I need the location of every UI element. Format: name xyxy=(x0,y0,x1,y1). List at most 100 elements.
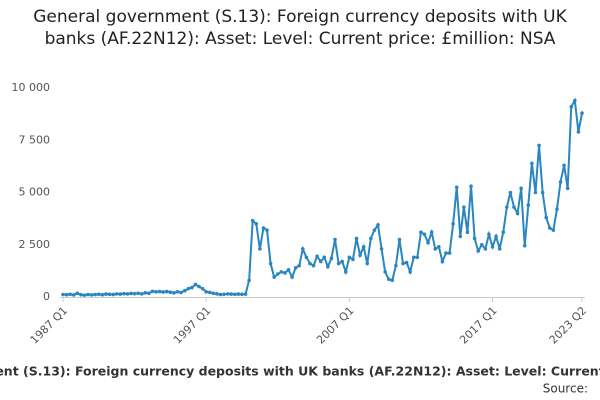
point xyxy=(472,236,477,241)
point xyxy=(308,261,312,266)
point xyxy=(547,226,552,230)
point xyxy=(157,289,162,294)
point xyxy=(465,230,470,235)
point xyxy=(551,228,556,232)
point xyxy=(225,292,230,296)
point xyxy=(397,237,402,242)
point xyxy=(376,223,380,227)
point xyxy=(190,285,194,290)
point xyxy=(118,292,123,296)
y-tick-label: 5 000 xyxy=(19,186,51,199)
y-tick-label: 0 xyxy=(43,290,50,303)
point xyxy=(433,247,438,251)
point xyxy=(165,289,169,294)
point xyxy=(293,265,298,270)
point xyxy=(580,111,584,115)
point xyxy=(240,292,244,297)
point xyxy=(68,292,72,297)
point xyxy=(222,292,226,297)
point xyxy=(522,243,527,248)
point xyxy=(279,270,284,274)
point xyxy=(96,292,101,297)
point xyxy=(193,282,198,287)
point xyxy=(394,263,398,268)
point xyxy=(79,292,83,297)
x-tick-label: 1987 Q1 xyxy=(28,304,71,347)
point xyxy=(569,105,574,109)
point xyxy=(233,292,237,297)
point xyxy=(272,275,276,279)
point xyxy=(100,292,105,297)
point xyxy=(179,290,183,295)
point xyxy=(215,292,219,296)
point xyxy=(426,240,430,245)
point xyxy=(197,284,201,289)
point xyxy=(422,232,427,237)
point xyxy=(562,163,566,168)
point xyxy=(411,255,416,260)
point xyxy=(494,234,498,239)
point xyxy=(512,205,516,209)
point xyxy=(297,263,302,268)
point xyxy=(243,292,248,296)
point xyxy=(82,293,87,297)
point xyxy=(537,143,541,148)
point xyxy=(462,205,466,209)
point xyxy=(454,185,459,190)
point xyxy=(86,292,90,297)
point xyxy=(565,186,570,191)
point xyxy=(379,247,384,251)
point xyxy=(161,290,166,294)
point xyxy=(404,260,409,265)
x-tick-label: 2007 Q1 xyxy=(314,304,357,347)
point xyxy=(143,291,148,295)
point xyxy=(218,292,223,297)
point xyxy=(122,291,126,296)
point xyxy=(175,289,180,294)
point xyxy=(286,268,291,272)
point xyxy=(114,292,119,296)
point xyxy=(254,222,259,226)
point xyxy=(61,292,65,297)
point xyxy=(365,261,370,266)
point xyxy=(71,293,76,297)
point xyxy=(236,292,241,296)
point xyxy=(476,249,481,253)
point xyxy=(444,251,448,255)
point xyxy=(343,270,348,274)
source: Source: xyxy=(543,382,588,396)
point xyxy=(136,291,140,296)
x-tick-label: 2023 Q2 xyxy=(547,304,590,347)
point xyxy=(318,259,323,264)
point xyxy=(326,264,330,269)
point xyxy=(150,289,155,294)
point xyxy=(304,255,309,260)
point xyxy=(186,286,191,291)
point xyxy=(372,228,377,232)
point xyxy=(526,203,531,207)
point xyxy=(322,255,327,260)
point xyxy=(451,222,455,226)
point xyxy=(172,291,176,295)
point xyxy=(505,205,509,209)
point xyxy=(530,161,534,166)
point xyxy=(154,289,158,294)
point xyxy=(490,245,495,249)
point xyxy=(487,232,491,237)
x-tick-label: 2017 Q1 xyxy=(457,304,500,347)
point xyxy=(200,286,205,291)
x-tick-label: 1997 Q1 xyxy=(171,304,214,347)
point xyxy=(275,272,280,276)
point xyxy=(469,184,473,189)
point xyxy=(415,255,420,260)
point xyxy=(229,292,234,296)
point xyxy=(283,271,287,275)
point xyxy=(301,247,305,251)
point xyxy=(204,289,208,294)
point xyxy=(207,290,212,295)
point xyxy=(555,207,559,212)
y-tick-label: 7 500 xyxy=(19,133,51,146)
point xyxy=(247,278,251,283)
point xyxy=(336,261,341,266)
